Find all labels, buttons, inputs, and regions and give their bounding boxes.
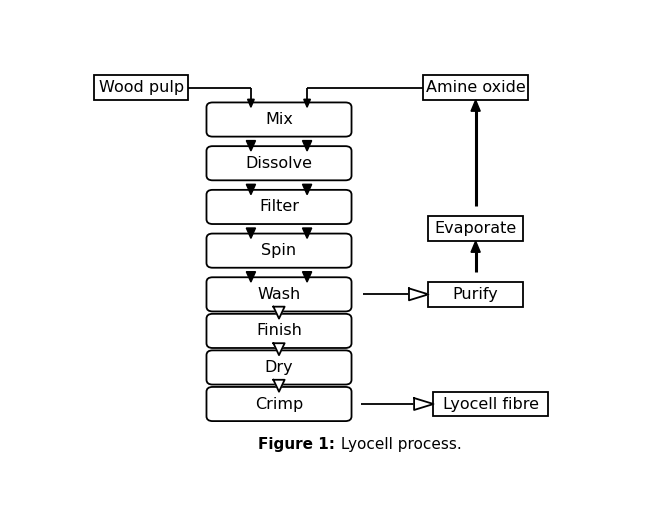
Polygon shape bbox=[273, 307, 285, 318]
Polygon shape bbox=[471, 100, 480, 111]
Polygon shape bbox=[248, 99, 254, 107]
Polygon shape bbox=[246, 184, 256, 195]
Polygon shape bbox=[302, 272, 312, 282]
Text: Amine oxide: Amine oxide bbox=[426, 80, 525, 95]
Text: Figure 1:: Figure 1: bbox=[258, 437, 335, 452]
Text: Crimp: Crimp bbox=[255, 396, 303, 412]
Text: Evaporate: Evaporate bbox=[434, 221, 517, 236]
FancyBboxPatch shape bbox=[206, 190, 351, 224]
Polygon shape bbox=[246, 140, 256, 151]
Text: Dissolve: Dissolve bbox=[246, 156, 312, 171]
Polygon shape bbox=[304, 99, 310, 107]
FancyBboxPatch shape bbox=[206, 234, 351, 268]
Polygon shape bbox=[246, 272, 256, 282]
Text: Wash: Wash bbox=[258, 287, 301, 302]
Polygon shape bbox=[414, 398, 434, 410]
Text: Dry: Dry bbox=[265, 360, 293, 375]
Polygon shape bbox=[273, 343, 285, 355]
FancyBboxPatch shape bbox=[206, 350, 351, 384]
Bar bbox=[94, 75, 188, 100]
Polygon shape bbox=[471, 241, 480, 252]
Polygon shape bbox=[302, 140, 312, 151]
Bar bbox=[428, 217, 523, 241]
Text: Spin: Spin bbox=[262, 243, 297, 258]
FancyBboxPatch shape bbox=[206, 146, 351, 180]
Text: Filter: Filter bbox=[259, 200, 299, 215]
Bar bbox=[423, 75, 528, 100]
Text: Finish: Finish bbox=[256, 324, 302, 338]
FancyBboxPatch shape bbox=[206, 277, 351, 312]
Text: Lyocell process.: Lyocell process. bbox=[336, 437, 462, 452]
Polygon shape bbox=[302, 228, 312, 238]
Bar bbox=[434, 392, 548, 416]
Polygon shape bbox=[302, 184, 312, 195]
Bar bbox=[428, 282, 523, 307]
Polygon shape bbox=[273, 380, 285, 392]
Text: Lyocell fibre: Lyocell fibre bbox=[443, 396, 539, 412]
Text: Wood pulp: Wood pulp bbox=[99, 80, 184, 95]
Polygon shape bbox=[246, 228, 256, 238]
FancyBboxPatch shape bbox=[206, 103, 351, 137]
Polygon shape bbox=[409, 288, 428, 300]
FancyBboxPatch shape bbox=[206, 314, 351, 348]
FancyBboxPatch shape bbox=[206, 387, 351, 421]
Text: Mix: Mix bbox=[265, 112, 293, 127]
Text: Purify: Purify bbox=[453, 287, 498, 302]
